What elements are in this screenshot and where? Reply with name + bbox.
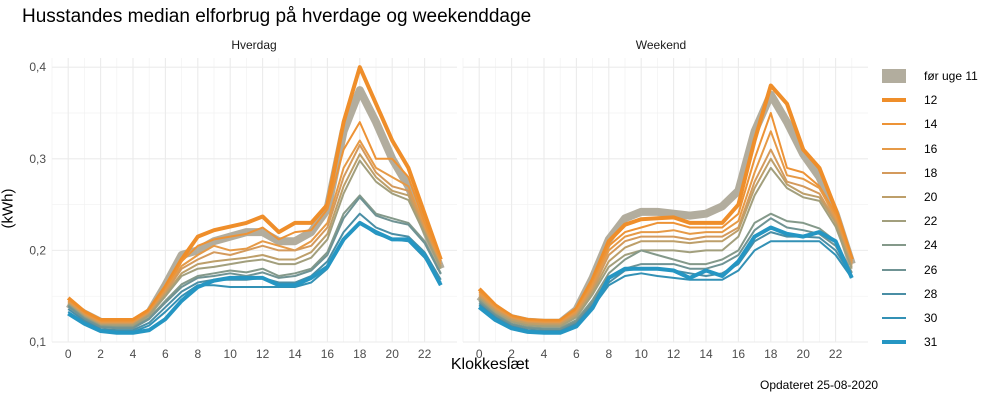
legend-swatch: [880, 188, 908, 206]
series-line-31: [477, 225, 854, 335]
series-line-22: [67, 159, 442, 327]
panel-label-weekend: Weekend: [635, 38, 687, 52]
x-tick-label: 18: [764, 347, 778, 361]
series-line-28: [478, 231, 853, 332]
x-tick-label: 0: [476, 347, 483, 361]
x-tick-label: 2: [508, 347, 515, 361]
series-line-16: [478, 130, 853, 324]
legend-item: 12: [880, 88, 978, 112]
x-tick-label: 0: [65, 347, 72, 361]
x-tick-label: 10: [635, 347, 649, 361]
series-line-20: [478, 157, 853, 326]
legend-label: 26: [924, 262, 938, 277]
x-tick-label: 22: [829, 347, 843, 361]
legend-swatch: [880, 67, 908, 85]
x-tick-label: 22: [418, 347, 432, 361]
x-tick-label: 4: [130, 347, 137, 361]
x-tick-label: 16: [732, 347, 746, 361]
legend-item: 18: [880, 161, 978, 185]
legend-swatch: [880, 115, 908, 133]
legend-swatch: [880, 164, 908, 182]
legend: før uge 11 12 14 16 18 20 22 24 26 28 30 31: [880, 64, 978, 354]
legend-swatch: [880, 333, 908, 351]
legend-item: før uge 11: [880, 64, 978, 88]
x-tick-label: 6: [573, 347, 580, 361]
chart-title: Husstandes median elforbrug på hverdage …: [22, 6, 532, 27]
panel-0: 0 2 4 6 8 10 12 14 16 18 20 22 0,1 0,2 0,3 0,4: [29, 58, 457, 361]
y-tick-label: 0,4: [29, 60, 46, 74]
legend-label: 31: [924, 335, 938, 350]
legend-item: 16: [880, 137, 978, 161]
series-line-31: [67, 220, 443, 335]
x-tick-label: 14: [288, 347, 302, 361]
series-line-12: [477, 83, 854, 323]
x-axis-label: Klokkeslæt: [450, 356, 530, 373]
legend-label: 18: [924, 165, 938, 180]
y-tick-label: 0,1: [29, 335, 46, 349]
x-tick-label: 8: [605, 347, 612, 361]
series-line-26: [478, 217, 853, 331]
legend-swatch: [880, 91, 908, 109]
legend-label: 24: [924, 238, 938, 253]
legend-swatch: [880, 212, 908, 230]
legend-swatch: [880, 285, 908, 303]
legend-item: 20: [880, 185, 978, 209]
legend-item: 26: [880, 258, 978, 282]
legend-swatch: [880, 261, 908, 279]
legend-label: 22: [924, 214, 938, 229]
x-tick-label: 18: [353, 347, 367, 361]
x-tick-label: 2: [97, 347, 104, 361]
legend-swatch: [880, 309, 908, 327]
x-tick-label: 14: [699, 347, 713, 361]
legend-item: 30: [880, 306, 978, 330]
y-tick-label: 0,2: [29, 243, 46, 257]
legend-label: 30: [924, 310, 938, 325]
series-line-12: [66, 65, 443, 322]
x-tick-label: 8: [194, 347, 201, 361]
x-tick-label: 20: [797, 347, 811, 361]
x-tick-label: 4: [541, 347, 548, 361]
legend-item: 28: [880, 282, 978, 306]
x-tick-label: 12: [667, 347, 681, 361]
x-tick-label: 12: [256, 347, 270, 361]
panel-1: 0 2 4 6 8 10 12 14 16 18 20 22: [462, 58, 868, 361]
series-line-26: [67, 196, 442, 330]
y-tick-label: 0,3: [29, 152, 46, 166]
x-tick-label: 20: [386, 347, 400, 361]
x-tick-label: 6: [162, 347, 169, 361]
legend-label: 28: [924, 286, 938, 301]
legend-item: 31: [880, 330, 978, 354]
panel-label-hverdag: Hverdag: [231, 38, 277, 52]
x-tick-label: 10: [224, 347, 238, 361]
legend-item: 14: [880, 112, 978, 136]
x-tick-label: 16: [321, 347, 335, 361]
legend-label: 12: [924, 93, 938, 108]
legend-label: 20: [924, 190, 938, 205]
legend-label: 16: [924, 141, 938, 156]
legend-item: 22: [880, 209, 978, 233]
chart-plot-area: 0 2 4 6 8 10 12 14 16 18 20 22 0,1 0,2 0,3 0,4 0 2 4 6 8 10 12…: [29, 58, 868, 361]
legend-swatch: [880, 140, 908, 158]
legend-label: før uge 11: [924, 69, 978, 84]
legend-item: 24: [880, 233, 978, 257]
series-line-22: [478, 166, 853, 328]
legend-label: 14: [924, 117, 938, 132]
updated-caption: Opdateret 25-08-2020: [760, 378, 879, 392]
legend-swatch: [880, 236, 908, 254]
